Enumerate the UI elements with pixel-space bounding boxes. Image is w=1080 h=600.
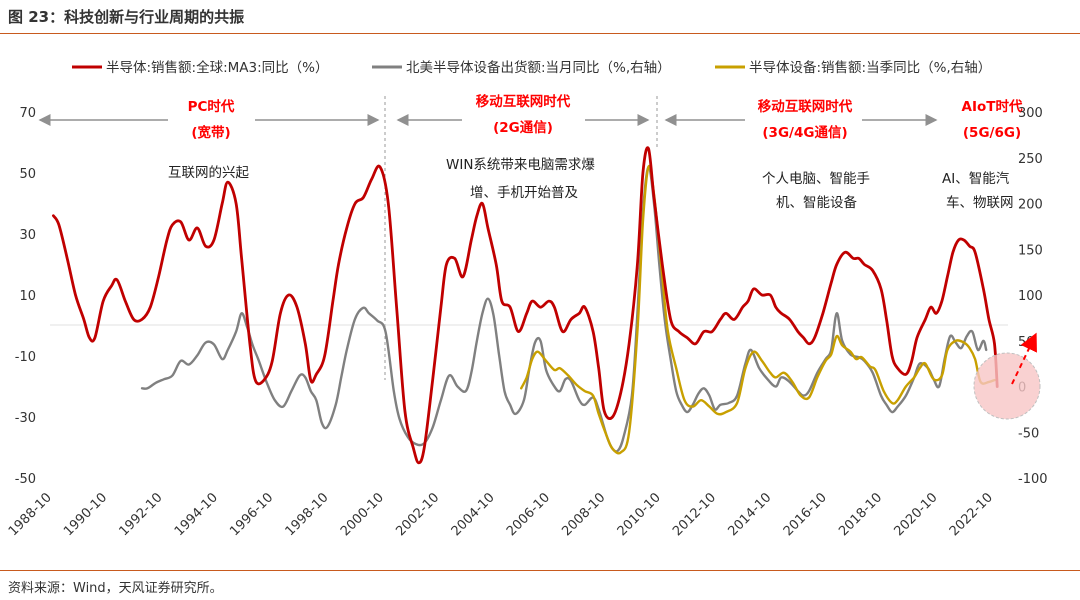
- legend-item-2: 半导体设备:销售额:当季同比（%,右轴）: [715, 59, 991, 76]
- era-name-2: 移动互联网时代: [758, 98, 853, 115]
- left-tick-label: 50: [19, 167, 36, 182]
- source-note: 资料来源：Wind，天风证券研究所。: [8, 581, 223, 596]
- annotation-0-line-0: 互联网的兴起: [168, 165, 249, 181]
- legend-label-0: 半导体:销售额:全球:MA3:同比（%）: [106, 59, 329, 76]
- era-name-0: PC时代: [188, 98, 235, 115]
- right-tick-label: -100: [1018, 472, 1048, 487]
- annotation-2-line-0: 个人电脑、智能手: [762, 171, 870, 187]
- era-sub-0: (宽带): [191, 124, 230, 141]
- era-labels: PC时代 (宽带) 移动互联网时代 (2G通信) 移动互联网时代 (3G/4G通…: [188, 93, 1023, 141]
- legend: 半导体:销售额:全球:MA3:同比（%） 北美半导体设备出货额:当月同比（%,右…: [72, 59, 991, 76]
- annotations: 互联网的兴起 WIN系统带来电脑需求爆 增、手机开始普及 个人电脑、智能手 机、…: [168, 157, 1014, 211]
- x-tick-label: 2002-10: [393, 490, 442, 539]
- left-tick-label: -10: [15, 350, 36, 365]
- left-tick-label: 10: [19, 289, 36, 304]
- right-tick-label: 150: [1018, 243, 1043, 258]
- series-line-gold: [520, 164, 996, 455]
- bottom-rule: [0, 570, 1080, 571]
- x-tick-label: 1990-10: [61, 490, 110, 539]
- x-tick-label: 1988-10: [6, 490, 55, 539]
- legend-item-0: 半导体:销售额:全球:MA3:同比（%）: [72, 59, 329, 76]
- figure-title: 图 23：科技创新与行业周期的共振: [8, 8, 245, 26]
- x-axis-ticks: 1988-10 1990-10 1992-10 1994-10 1996-10 1998-…: [6, 490, 996, 539]
- left-axis-ticks: 70 50 30 10 -10 -30 -50: [15, 106, 36, 487]
- left-tick-label: -30: [15, 411, 36, 426]
- x-tick-label: 2008-10: [559, 490, 608, 539]
- left-tick-label: 30: [19, 228, 36, 243]
- right-tick-label: 300: [1018, 106, 1043, 121]
- series-line-red: [52, 146, 999, 465]
- legend-label-2: 半导体设备:销售额:当季同比（%,右轴）: [749, 59, 991, 76]
- right-axis-ticks: 300250200150100500-50-100: [1018, 106, 1048, 487]
- era-name-3: AIoT时代: [962, 98, 1023, 115]
- series-line-gray: [140, 165, 988, 453]
- right-tick-label: -50: [1018, 426, 1039, 441]
- right-tick-label: 250: [1018, 152, 1043, 167]
- title-rule: [0, 33, 1080, 34]
- left-tick-label: 70: [19, 106, 36, 121]
- right-tick-label: 100: [1018, 289, 1043, 304]
- x-tick-label: 1996-10: [227, 490, 276, 539]
- x-tick-label: 2016-10: [781, 490, 830, 539]
- x-tick-label: 1998-10: [283, 490, 332, 539]
- era-sub-2: (3G/4G通信): [762, 124, 847, 141]
- series-layer: [52, 146, 999, 465]
- x-tick-label: 1992-10: [117, 490, 166, 539]
- highlight-circle: [973, 352, 1041, 420]
- annotation-2-line-1: 机、智能设备: [776, 194, 857, 211]
- annotation-3-line-1: 车、物联网: [946, 194, 1014, 211]
- x-tick-label: 2004-10: [449, 490, 498, 539]
- x-tick-label: 2010-10: [615, 490, 664, 539]
- x-tick-label: 2018-10: [836, 490, 885, 539]
- era-sub-1: (2G通信): [493, 119, 553, 136]
- annotation-1-line-0: WIN系统带来电脑需求爆: [446, 157, 595, 173]
- legend-item-1: 北美半导体设备出货额:当月同比（%,右轴）: [372, 59, 671, 76]
- x-tick-label: 2022-10: [947, 490, 996, 539]
- annotation-3-line-0: AI、智能汽: [942, 171, 1010, 187]
- x-tick-label: 2014-10: [725, 490, 774, 539]
- era-name-1: 移动互联网时代: [476, 93, 571, 110]
- right-tick-label: 200: [1018, 198, 1043, 213]
- annotation-1-line-1: 增、手机开始普及: [470, 185, 578, 201]
- x-tick-label: 2006-10: [504, 490, 553, 539]
- x-tick-label: 2000-10: [338, 490, 387, 539]
- x-tick-label: 2020-10: [892, 490, 941, 539]
- x-tick-label: 2012-10: [670, 490, 719, 539]
- x-tick-label: 1994-10: [172, 490, 221, 539]
- left-tick-label: -50: [15, 472, 36, 487]
- era-sub-3: (5G/6G): [963, 125, 1021, 141]
- legend-label-1: 北美半导体设备出货额:当月同比（%,右轴）: [406, 59, 671, 76]
